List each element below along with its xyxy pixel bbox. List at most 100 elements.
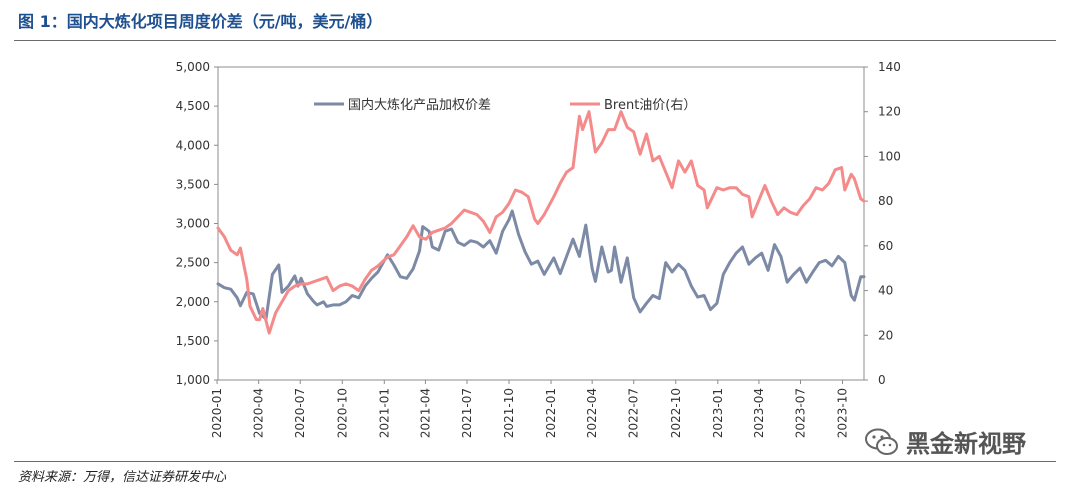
data-point-brent <box>377 265 379 267</box>
y-right-tick-label: 40 <box>878 284 893 298</box>
data-point-spread <box>325 305 328 308</box>
data-point-brent <box>521 191 523 193</box>
data-point-spread <box>748 263 750 266</box>
data-point-spread <box>607 271 609 273</box>
data-point-brent <box>217 227 219 229</box>
data-point-brent <box>796 213 798 216</box>
data-point-spread <box>230 288 232 291</box>
data-point-spread <box>428 230 430 233</box>
x-tick-label: 2020-07 <box>293 388 307 438</box>
data-point-spread <box>850 294 852 297</box>
data-point-brent <box>783 207 785 209</box>
data-point-spread <box>524 250 526 253</box>
data-point-spread <box>294 275 296 277</box>
data-point-brent <box>565 171 568 173</box>
data-point-spread <box>370 277 373 280</box>
data-point-brent <box>559 182 561 185</box>
data-point-brent <box>444 227 446 229</box>
data-point-spread <box>786 281 788 284</box>
data-point-spread <box>405 277 408 280</box>
data-point-spread <box>716 302 718 305</box>
data-point-spread <box>572 238 574 240</box>
data-point-brent <box>287 289 290 292</box>
data-point-brent <box>684 171 686 173</box>
y-right-tick-label: 0 <box>878 373 886 387</box>
data-point-spread <box>578 255 581 258</box>
data-point-brent <box>476 213 478 216</box>
data-point-spread <box>338 304 341 306</box>
y-left-tick-label: 1,000 <box>176 373 210 387</box>
data-point-brent <box>690 160 693 162</box>
data-point-brent <box>489 231 491 234</box>
data-point-brent <box>357 289 360 292</box>
data-point-spread <box>703 294 705 297</box>
data-point-spread <box>728 261 731 264</box>
data-point-brent <box>639 153 641 155</box>
chart-title: 图 1：国内大炼化项目周度价差（元/吨，美元/桶） <box>18 12 383 31</box>
data-point-brent <box>588 110 590 113</box>
data-point-brent <box>425 238 427 240</box>
data-point-spread <box>853 299 856 302</box>
y-left-tick-label: 3,500 <box>176 177 210 191</box>
watermark-text: 黑金新视野 <box>906 430 1026 458</box>
axes-layer: 1,000 1,500 2,000 2,500 3,000 3,500 4,000 4,500… <box>176 60 901 438</box>
data-point-brent <box>722 189 725 191</box>
data-point-spread <box>501 230 504 233</box>
data-point-brent <box>645 133 648 135</box>
data-point-spread <box>543 273 545 276</box>
data-point-brent <box>386 256 389 258</box>
data-point-spread <box>364 285 366 287</box>
data-point-brent <box>249 305 251 308</box>
data-point-spread <box>239 304 242 307</box>
data-point-brent <box>364 278 366 281</box>
data-point-spread <box>610 269 613 272</box>
data-point-spread <box>632 297 635 299</box>
data-point-spread <box>252 293 254 295</box>
data-point-spread <box>824 259 827 262</box>
data-point-brent <box>601 142 603 144</box>
data-point-spread <box>812 271 814 273</box>
data-point-spread <box>722 273 725 276</box>
data-point-spread <box>399 275 402 278</box>
data-point-brent <box>457 216 459 218</box>
data-point-spread <box>553 257 555 259</box>
data-point-brent <box>258 318 261 321</box>
data-point-spread <box>489 239 491 242</box>
data-point-spread <box>645 302 648 305</box>
data-point-spread <box>306 293 309 295</box>
data-point-brent <box>294 285 296 287</box>
data-point-brent <box>255 318 258 321</box>
data-point-spread <box>444 230 446 233</box>
data-point-spread <box>696 296 699 298</box>
x-tick-label: 2020-10 <box>335 388 349 438</box>
source-divider <box>14 461 1056 462</box>
data-point-brent <box>776 213 779 216</box>
x-tick-label: 2021-10 <box>502 388 516 438</box>
data-point-spread <box>345 301 347 303</box>
data-point-brent <box>399 245 402 247</box>
x-tick-label: 2021-01 <box>377 388 391 438</box>
data-point-spread <box>818 261 820 264</box>
data-point-brent <box>581 128 584 131</box>
data-point-spread <box>351 294 354 297</box>
data-point-brent <box>703 189 705 191</box>
data-point-spread <box>517 233 520 236</box>
data-point-spread <box>412 268 414 270</box>
data-point-brent <box>501 211 504 214</box>
data-point-spread <box>223 286 226 289</box>
data-point-brent <box>716 186 718 189</box>
data-point-spread <box>431 246 434 248</box>
data-point-brent <box>808 198 811 200</box>
x-tick-label: 2020-04 <box>252 388 266 438</box>
y-left-tick-label: 4,500 <box>176 99 210 113</box>
data-point-spread <box>393 264 395 266</box>
data-point-brent <box>613 128 616 131</box>
data-point-spread <box>322 301 325 303</box>
data-point-brent <box>332 289 334 292</box>
y-left-tick-label: 2,500 <box>176 256 210 270</box>
x-tick-label: 2021-07 <box>460 388 474 438</box>
data-point-brent <box>239 247 242 249</box>
x-tick-label: 2020-01 <box>210 388 224 438</box>
data-point-spread <box>537 260 539 262</box>
data-point-spread <box>805 281 808 284</box>
